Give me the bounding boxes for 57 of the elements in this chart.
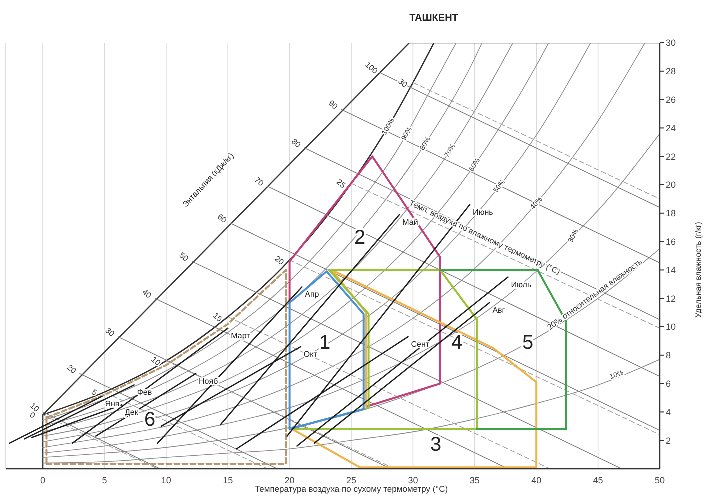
x-tick-label: 0 bbox=[40, 475, 46, 486]
x-tick-label: 45 bbox=[593, 475, 604, 486]
y-tick-label: 16 bbox=[666, 236, 676, 247]
x-tick-label: 50 bbox=[654, 475, 666, 486]
annotation: 90 bbox=[327, 98, 340, 112]
y-tick-label: 30 bbox=[666, 38, 676, 48]
series-label: Апр bbox=[305, 290, 320, 300]
y-tick-label: 20 bbox=[666, 180, 676, 190]
y-tick-label: 18 bbox=[666, 208, 676, 219]
y-tick-label: 10 bbox=[666, 322, 676, 332]
x-tick-label: 30 bbox=[408, 475, 418, 486]
x-tick-label: 25 bbox=[346, 475, 357, 486]
x-tick-label: 35 bbox=[470, 475, 480, 486]
x-tick-label: 5 bbox=[102, 475, 108, 486]
x-tick-label: 10 bbox=[161, 475, 172, 486]
annotation: 20 bbox=[66, 362, 79, 376]
y-tick-label: 14 bbox=[666, 265, 676, 276]
y-tick-label: 4 bbox=[666, 407, 672, 418]
annotation: 4 bbox=[451, 332, 463, 354]
annotation: 80 bbox=[290, 136, 304, 150]
x-axis-title: Температура воздуха по сухому термометру (°C) bbox=[254, 484, 448, 494]
series-label: Авг bbox=[492, 306, 506, 315]
annotation: 5 bbox=[90, 387, 100, 398]
annotation: 5 bbox=[522, 332, 534, 354]
y-tick-label: 24 bbox=[666, 123, 676, 134]
y-tick-label: 22 bbox=[666, 152, 676, 162]
x-tick-label: 20 bbox=[284, 475, 295, 486]
y-axis-title: Удельная влажность (г/кг) bbox=[694, 222, 703, 318]
annotation: 15 bbox=[212, 310, 225, 324]
series-label: Март bbox=[231, 331, 251, 340]
series-label: Июнь bbox=[472, 208, 494, 217]
annotation: 100 bbox=[364, 60, 380, 76]
annotation: 60 bbox=[216, 212, 230, 225]
annotation: 30 bbox=[104, 326, 118, 339]
annotation: 30 bbox=[396, 76, 410, 90]
x-tick-label: 40 bbox=[532, 475, 542, 486]
annotation: 50 bbox=[178, 250, 192, 264]
annotation: 40 bbox=[140, 287, 154, 300]
y-tick-label: 26 bbox=[666, 94, 676, 105]
series-label: Июль bbox=[511, 280, 532, 290]
series-label: Окт bbox=[304, 350, 318, 359]
annotation: 20 bbox=[273, 254, 287, 267]
y-tick-label: 6 bbox=[666, 378, 672, 389]
annotation: 25 bbox=[335, 177, 348, 190]
chart-title: ТАШКЕНТ bbox=[410, 13, 458, 24]
y-tick-label: 8 bbox=[666, 350, 672, 361]
annotation: 6 bbox=[144, 409, 156, 431]
x-tick-label: 15 bbox=[223, 475, 234, 486]
annotation: 2 bbox=[354, 227, 366, 249]
y-tick-label: 2 bbox=[666, 436, 672, 446]
y-tick-label: 12 bbox=[666, 294, 676, 304]
annotation: 3 bbox=[430, 434, 442, 456]
annotation: 10 bbox=[150, 354, 164, 368]
annotation: 1 bbox=[319, 332, 331, 354]
annotation: 70 bbox=[253, 175, 266, 188]
series-label: Янв bbox=[105, 400, 120, 409]
y-tick-label: 28 bbox=[666, 66, 676, 77]
